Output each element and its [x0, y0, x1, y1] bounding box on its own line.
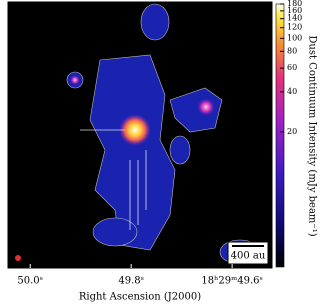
- colorbar-tick-label: 60: [287, 63, 297, 72]
- colorbar-label: Dust Continuum Intensity (mJy beam⁻¹): [307, 35, 318, 236]
- x-tick-label: 50.0ˢ: [17, 276, 43, 287]
- scale-bar-label: 400 au: [231, 251, 266, 262]
- image: 400 au: [7, 1, 273, 269]
- colorbar-tick-label: 20: [287, 127, 297, 136]
- colorbar-tick-label: 180: [287, 0, 302, 8]
- colorbar-tick-label: 100: [287, 33, 302, 42]
- colorbar-tick-label: 80: [287, 46, 297, 55]
- colorbar-tick-label: 40: [287, 87, 297, 96]
- x-tick-label: 18ʰ29ᵐ49.6ˢ: [201, 276, 263, 287]
- colorbar-tick-label: 140: [287, 14, 302, 23]
- colorbar: [275, 3, 285, 268]
- x-tick-label: 49.8ˢ: [118, 276, 144, 287]
- colorbar-tick-label: 160: [287, 6, 302, 15]
- x-axis-label: Right Ascension (J2000): [79, 292, 201, 303]
- colorbar-tick-label: 120: [287, 23, 302, 32]
